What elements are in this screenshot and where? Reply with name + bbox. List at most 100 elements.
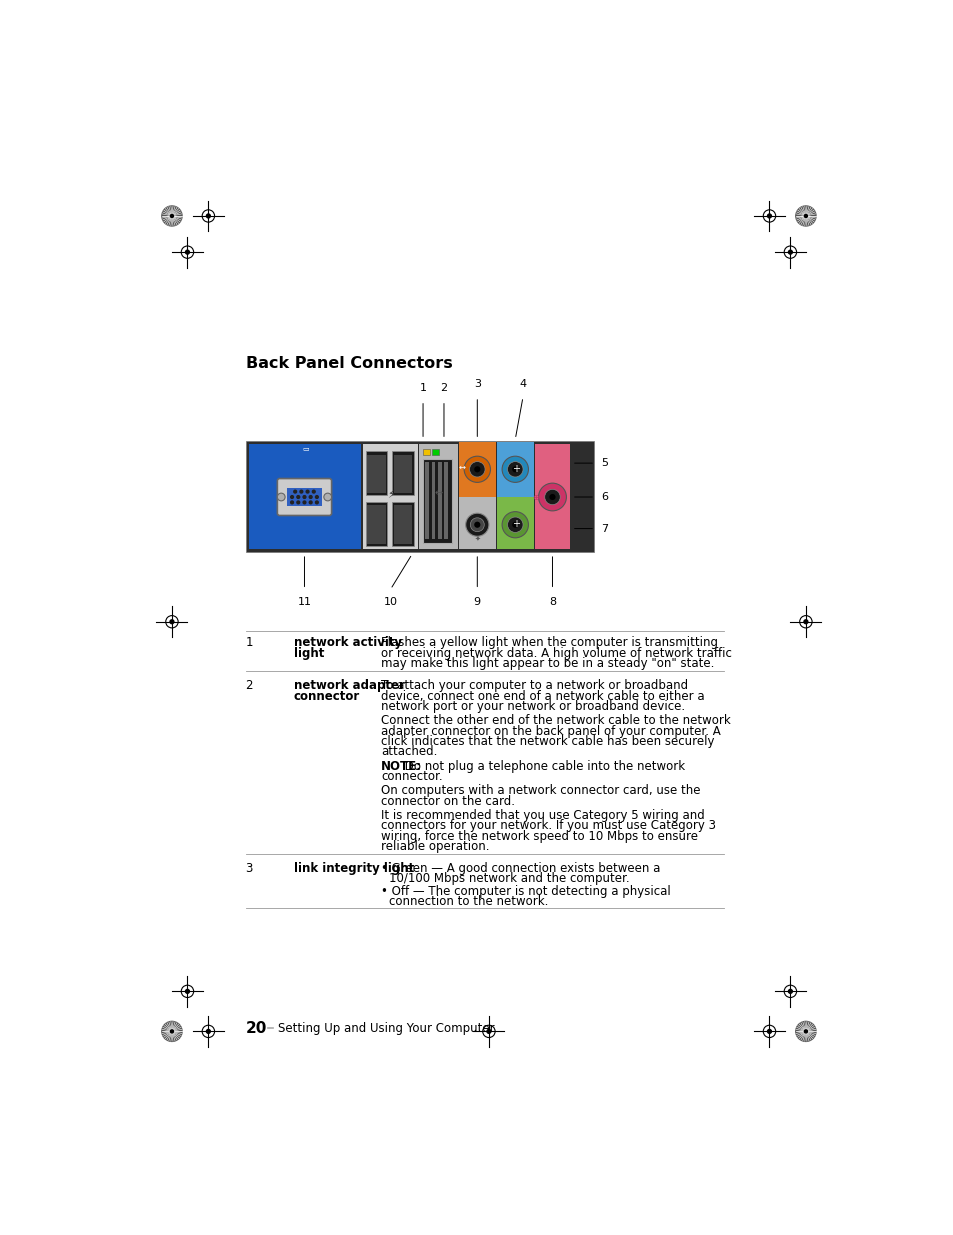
Bar [418, 443, 457, 550]
Text: Setting Up and Using Your Computer: Setting Up and Using Your Computer [278, 1021, 495, 1035]
Text: ⚡: ⚡ [386, 490, 394, 500]
Circle shape [787, 989, 792, 993]
Text: 9: 9 [474, 597, 480, 608]
Bar [422, 450, 430, 454]
Text: On computers with a network connector card, use the: On computers with a network connector ca… [381, 784, 700, 798]
Text: 2: 2 [245, 679, 253, 692]
Text: connector.: connector. [381, 769, 442, 783]
Circle shape [162, 206, 182, 226]
Circle shape [299, 490, 302, 493]
Text: 10: 10 [383, 597, 397, 608]
Text: To attach your computer to a network or broadband: To attach your computer to a network or … [381, 679, 688, 692]
Text: NOTE:: NOTE: [381, 760, 422, 773]
Circle shape [296, 501, 299, 504]
Circle shape [185, 989, 190, 993]
Bar [497, 442, 534, 496]
Circle shape [501, 456, 528, 483]
Circle shape [512, 521, 517, 527]
Bar [443, 462, 447, 540]
Circle shape [312, 490, 314, 493]
Circle shape [306, 490, 309, 493]
Circle shape [767, 1030, 771, 1034]
Bar [287, 488, 321, 506]
Text: attached.: attached. [381, 746, 437, 758]
Bar [394, 505, 412, 543]
Text: connector: connector [294, 689, 359, 703]
Circle shape [795, 1021, 815, 1041]
Bar [431, 462, 435, 540]
Circle shape [787, 251, 792, 254]
Text: network port or your network or broadband device.: network port or your network or broadban… [381, 700, 684, 713]
Bar [249, 443, 360, 550]
Circle shape [486, 1030, 491, 1034]
Circle shape [465, 514, 488, 536]
Text: • Green — A good connection exists between a: • Green — A good connection exists betwe… [381, 862, 659, 874]
Text: 3: 3 [474, 379, 480, 389]
Bar [497, 496, 534, 550]
Circle shape [512, 466, 517, 472]
Text: connector on the card.: connector on the card. [381, 794, 515, 808]
Bar [367, 454, 385, 493]
Circle shape [303, 495, 306, 499]
Circle shape [767, 214, 771, 217]
Circle shape [544, 489, 559, 505]
Bar [437, 462, 441, 540]
Circle shape [469, 462, 484, 477]
Bar [458, 496, 496, 550]
Bar [365, 451, 387, 495]
Text: click indicates that the network cable has been securely: click indicates that the network cable h… [381, 735, 714, 748]
Bar [422, 459, 452, 543]
Bar [432, 450, 439, 454]
Circle shape [315, 495, 318, 499]
Bar [392, 501, 414, 546]
Text: ▭: ▭ [302, 446, 309, 452]
Circle shape [474, 521, 480, 527]
Text: ⊕: ⊕ [532, 493, 538, 501]
Circle shape [162, 1021, 182, 1041]
Text: ↔: ↔ [457, 462, 465, 472]
Text: 6: 6 [600, 492, 608, 501]
Text: 8: 8 [548, 597, 556, 608]
Text: 20: 20 [245, 1021, 267, 1036]
Circle shape [549, 494, 555, 500]
Circle shape [206, 1030, 210, 1034]
Circle shape [277, 493, 285, 501]
Circle shape [296, 495, 299, 499]
Text: It is recommended that you use Category 5 wiring and: It is recommended that you use Category … [381, 809, 704, 821]
Text: ↔: ↔ [434, 488, 442, 498]
Circle shape [464, 456, 490, 483]
Text: 10/100 Mbps network and the computer.: 10/100 Mbps network and the computer. [389, 872, 629, 885]
Text: reliable operation.: reliable operation. [381, 840, 489, 853]
Bar [458, 442, 496, 496]
Circle shape [309, 501, 312, 504]
Bar [425, 462, 429, 540]
Bar [392, 451, 414, 495]
Circle shape [291, 495, 294, 499]
Circle shape [803, 1030, 806, 1032]
Bar [362, 443, 418, 550]
Text: 3: 3 [245, 862, 253, 874]
Text: 2: 2 [440, 383, 447, 393]
Text: 5: 5 [600, 458, 608, 468]
Text: link integrity light: link integrity light [294, 862, 414, 874]
Text: 7: 7 [600, 524, 608, 534]
Bar [394, 454, 412, 493]
Text: device, connect one end of a network cable to either a: device, connect one end of a network cab… [381, 689, 704, 703]
Circle shape [323, 493, 332, 501]
Circle shape [501, 511, 528, 537]
Text: adapter connector on the back panel of your computer. A: adapter connector on the back panel of y… [381, 725, 720, 737]
Text: 11: 11 [297, 597, 311, 608]
Circle shape [206, 214, 210, 217]
Bar [534, 443, 570, 550]
Circle shape [171, 1030, 173, 1032]
Text: +: + [512, 519, 519, 529]
Text: Connect the other end of the network cable to the network: Connect the other end of the network cab… [381, 714, 730, 727]
Text: 4: 4 [519, 379, 526, 389]
Text: network activity: network activity [294, 636, 401, 650]
Text: • Off — The computer is not detecting a physical: • Off — The computer is not detecting a … [381, 885, 670, 898]
Bar [245, 441, 594, 552]
Text: 1: 1 [245, 636, 253, 650]
Circle shape [803, 620, 807, 624]
Circle shape [507, 517, 522, 532]
Text: wiring, force the network speed to 10 Mbps to ensure: wiring, force the network speed to 10 Mb… [381, 830, 698, 842]
